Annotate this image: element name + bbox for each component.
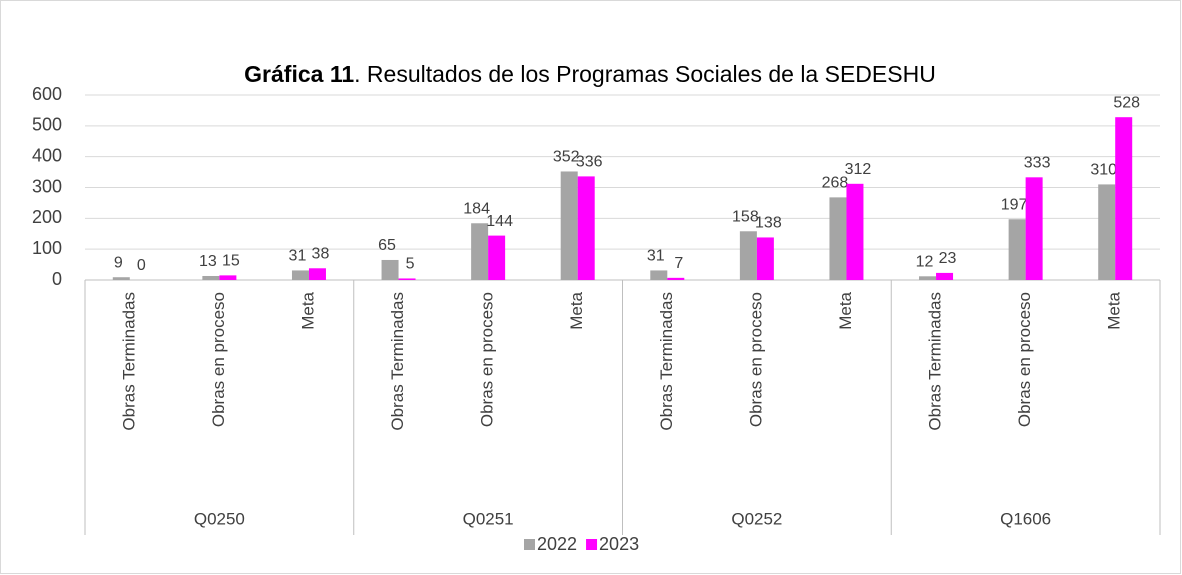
x-tick-label: Meta (836, 291, 855, 329)
data-label: 5 (406, 256, 415, 273)
bar (650, 270, 668, 280)
y-tick-label: 200 (32, 207, 62, 227)
legend-label: 2023 (599, 534, 639, 554)
data-label: 31 (647, 248, 665, 265)
legend-swatch (524, 539, 535, 550)
bar (739, 231, 757, 280)
legend: 2022 2023 (524, 534, 639, 554)
chart-title: Gráfica 11. Resultados de los Programas … (244, 61, 936, 87)
data-label: 184 (463, 200, 490, 217)
data-label: 15 (222, 253, 240, 270)
x-tick-label: Meta (567, 291, 586, 329)
x-tick-label: Obras en proceso (478, 292, 497, 427)
bar (488, 235, 506, 280)
data-label: 0 (137, 257, 146, 274)
data-label: 38 (312, 246, 330, 263)
x-tick-label: Obras en proceso (209, 292, 228, 427)
data-label: 310 (1090, 162, 1117, 179)
data-label: 7 (674, 255, 683, 272)
bar (667, 277, 685, 280)
bar (846, 183, 864, 280)
data-label: 9 (114, 254, 123, 271)
data-label: 138 (755, 215, 782, 232)
data-label: 65 (378, 237, 396, 254)
bar (219, 275, 237, 280)
title-rest: . Resultados de los Programas Sociales d… (354, 61, 936, 87)
data-label: 158 (732, 209, 759, 226)
y-tick-label: 500 (32, 115, 62, 135)
x-tick-label: Obras en proceso (746, 292, 765, 427)
bar (291, 270, 309, 280)
bar (936, 272, 954, 280)
data-label: 312 (845, 161, 872, 178)
y-tick-label: 600 (32, 84, 62, 104)
data-label: 197 (1001, 196, 1028, 213)
x-tick-label: Obras Terminadas (119, 292, 138, 431)
data-label: 144 (486, 213, 513, 230)
bar (919, 276, 937, 280)
data-label: 352 (553, 149, 580, 166)
legend-swatch (586, 539, 598, 550)
group-label: Q1606 (1000, 509, 1051, 528)
bar (756, 237, 774, 280)
data-label: 31 (289, 248, 307, 265)
bar (1115, 117, 1133, 280)
bar (112, 277, 130, 280)
data-label: 336 (576, 154, 603, 171)
bar (560, 171, 578, 280)
title-bold: Gráfica 11 (244, 61, 354, 87)
y-tick-label: 0 (52, 269, 62, 289)
y-tick-label: 400 (32, 145, 62, 165)
data-label: 528 (1113, 94, 1140, 111)
data-label: 268 (822, 175, 849, 192)
bar (471, 223, 489, 280)
data-label: 333 (1024, 155, 1051, 172)
x-tick-label: Meta (1105, 291, 1124, 329)
data-label: 23 (939, 250, 957, 267)
group-label: Q0250 (194, 509, 245, 528)
bar (308, 268, 326, 280)
group-label: Q0252 (731, 509, 782, 528)
bar (398, 278, 416, 280)
bar (577, 176, 595, 280)
bar (1025, 177, 1043, 280)
bar (829, 197, 847, 280)
x-tick-label: Obras Terminadas (926, 292, 945, 431)
x-tick-label: Obras Terminadas (657, 292, 676, 431)
x-tick-label: Obras Terminadas (388, 292, 407, 431)
bar (1098, 184, 1116, 280)
bar (381, 259, 399, 280)
x-tick-label: Obras en proceso (1015, 292, 1034, 427)
group-label: Q0251 (463, 509, 514, 528)
y-tick-label: 300 (32, 176, 62, 196)
bar (202, 275, 220, 280)
data-label: 13 (199, 253, 217, 270)
bar (1008, 219, 1026, 280)
data-label: 12 (916, 254, 934, 271)
x-tick-label: Meta (298, 291, 317, 329)
legend-label: 2022 (537, 534, 577, 554)
y-tick-label: 100 (32, 238, 62, 258)
